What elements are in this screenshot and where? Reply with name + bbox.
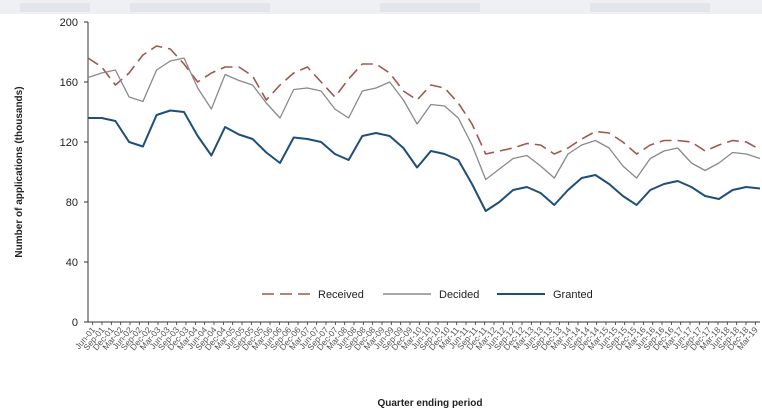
series-lines — [87, 45, 761, 212]
top-band — [0, 0, 762, 14]
series-line-decided — [87, 57, 761, 181]
top-band-segment — [590, 3, 710, 12]
chart-axes — [87, 22, 760, 323]
x-axis-title: Quarter ending period — [377, 398, 482, 409]
legend-label-received: Received — [318, 289, 364, 301]
y-tick-label: 40 — [66, 257, 78, 269]
legend: Received Decided Granted — [262, 289, 593, 301]
top-band-segment — [130, 3, 270, 12]
y-tick-label: 0 — [72, 317, 78, 329]
y-axis-ticks: 0 40 80 120 160 200 — [60, 17, 88, 329]
series-line-granted — [88, 109, 761, 212]
series-line-received — [87, 45, 761, 155]
y-tick-label: 120 — [60, 137, 78, 149]
y-tick-label: 200 — [60, 17, 78, 29]
top-band-segment — [20, 3, 90, 12]
top-band-segment — [380, 3, 480, 12]
y-axis-title: Number of applications (thousands) — [14, 86, 25, 257]
y-tick-label: 80 — [66, 197, 78, 209]
legend-label-decided: Decided — [439, 289, 479, 301]
legend-label-granted: Granted — [553, 289, 593, 301]
y-tick-label: 160 — [60, 77, 78, 89]
x-axis-ticks: Jun-01Sep-01Dec-01Mar-02Jun-02Sep-02Dec-… — [73, 322, 760, 352]
